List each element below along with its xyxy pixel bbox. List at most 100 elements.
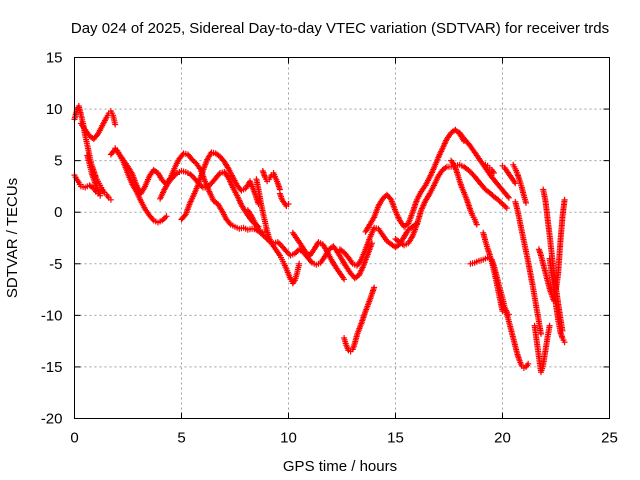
series-sat-c [77,108,119,142]
data-point [518,219,521,222]
data-point [542,263,544,265]
chart-title: Day 024 of 2025, Sidereal Day-to-day VTE… [71,20,609,37]
data-point [349,272,352,274]
data-point [428,192,431,195]
series-sat-l [276,190,292,209]
data-point [458,180,461,183]
data-point [506,313,508,316]
data-point [548,234,551,236]
data-point [463,166,465,168]
data-point [206,186,208,189]
data-point [110,199,112,201]
data-point [493,270,495,272]
data-point [533,296,536,298]
data-point [341,258,343,261]
data-point [527,260,529,263]
series-markers [499,302,532,371]
data-point [99,184,101,187]
x-tick-label: 25 [601,430,618,447]
y-tick-label: 5 [54,153,62,170]
data-point [523,194,525,197]
data-point [161,219,163,222]
data-point [317,241,320,243]
data-point [482,232,485,234]
data-point [523,367,525,369]
data-point [159,198,161,200]
data-point [478,259,480,262]
data-point [473,262,476,264]
data-point [264,220,266,223]
data-point [294,279,296,282]
data-point [381,198,384,200]
data-point [557,273,559,275]
data-point [538,355,540,358]
data-point [206,158,208,161]
data-point [493,195,495,198]
data-point [544,350,547,353]
data-point [274,248,277,251]
data-point [521,230,523,232]
data-point [101,124,104,127]
data-point [512,337,514,339]
data-point [548,324,551,327]
x-tick-label: 0 [70,430,78,447]
x-tick-label: 5 [177,430,185,447]
data-point [508,320,510,323]
data-point [93,187,95,190]
data-point [277,251,279,254]
data-point [219,155,221,158]
data-point [559,331,562,333]
data-point [279,188,281,191]
data-point [437,156,440,159]
data-point [84,186,86,189]
data-point [360,322,363,325]
data-point [478,157,480,160]
data-point [202,170,204,172]
data-point [131,173,134,175]
data-point [540,254,542,257]
data-point [538,248,540,251]
data-point [473,151,476,154]
data-point [281,245,283,248]
data-point [525,250,527,253]
data-point [343,278,345,281]
data-point [420,190,423,193]
data-point [484,164,487,166]
data-point [349,350,352,353]
x-tick-label: 10 [280,430,297,447]
data-point [210,151,213,154]
data-point [289,254,292,257]
data-points [71,103,568,376]
data-point [185,213,187,216]
data-point [523,240,525,242]
data-point [281,199,283,201]
data-point [548,257,551,260]
series-sat-k [259,168,283,193]
data-point [336,251,339,254]
data-point [187,153,189,156]
data-point [441,169,444,171]
data-point [103,191,106,194]
series-sat-o [341,284,378,355]
data-point [232,186,234,189]
data-point [488,253,491,256]
data-point [80,113,82,115]
data-point [373,286,375,289]
y-tick-label: -5 [49,256,62,273]
data-point [369,237,371,239]
data-point [339,248,341,251]
data-point [80,122,82,125]
data-point [458,132,461,134]
data-point [296,238,298,240]
data-point [253,190,256,193]
data-point [433,184,435,187]
data-point [559,242,562,244]
data-point [471,173,474,175]
data-point [555,304,557,306]
data-point [300,244,303,246]
data-point [324,255,326,258]
data-point [180,170,183,172]
data-point [533,324,536,327]
data-point [469,145,472,147]
data-point [563,341,566,344]
